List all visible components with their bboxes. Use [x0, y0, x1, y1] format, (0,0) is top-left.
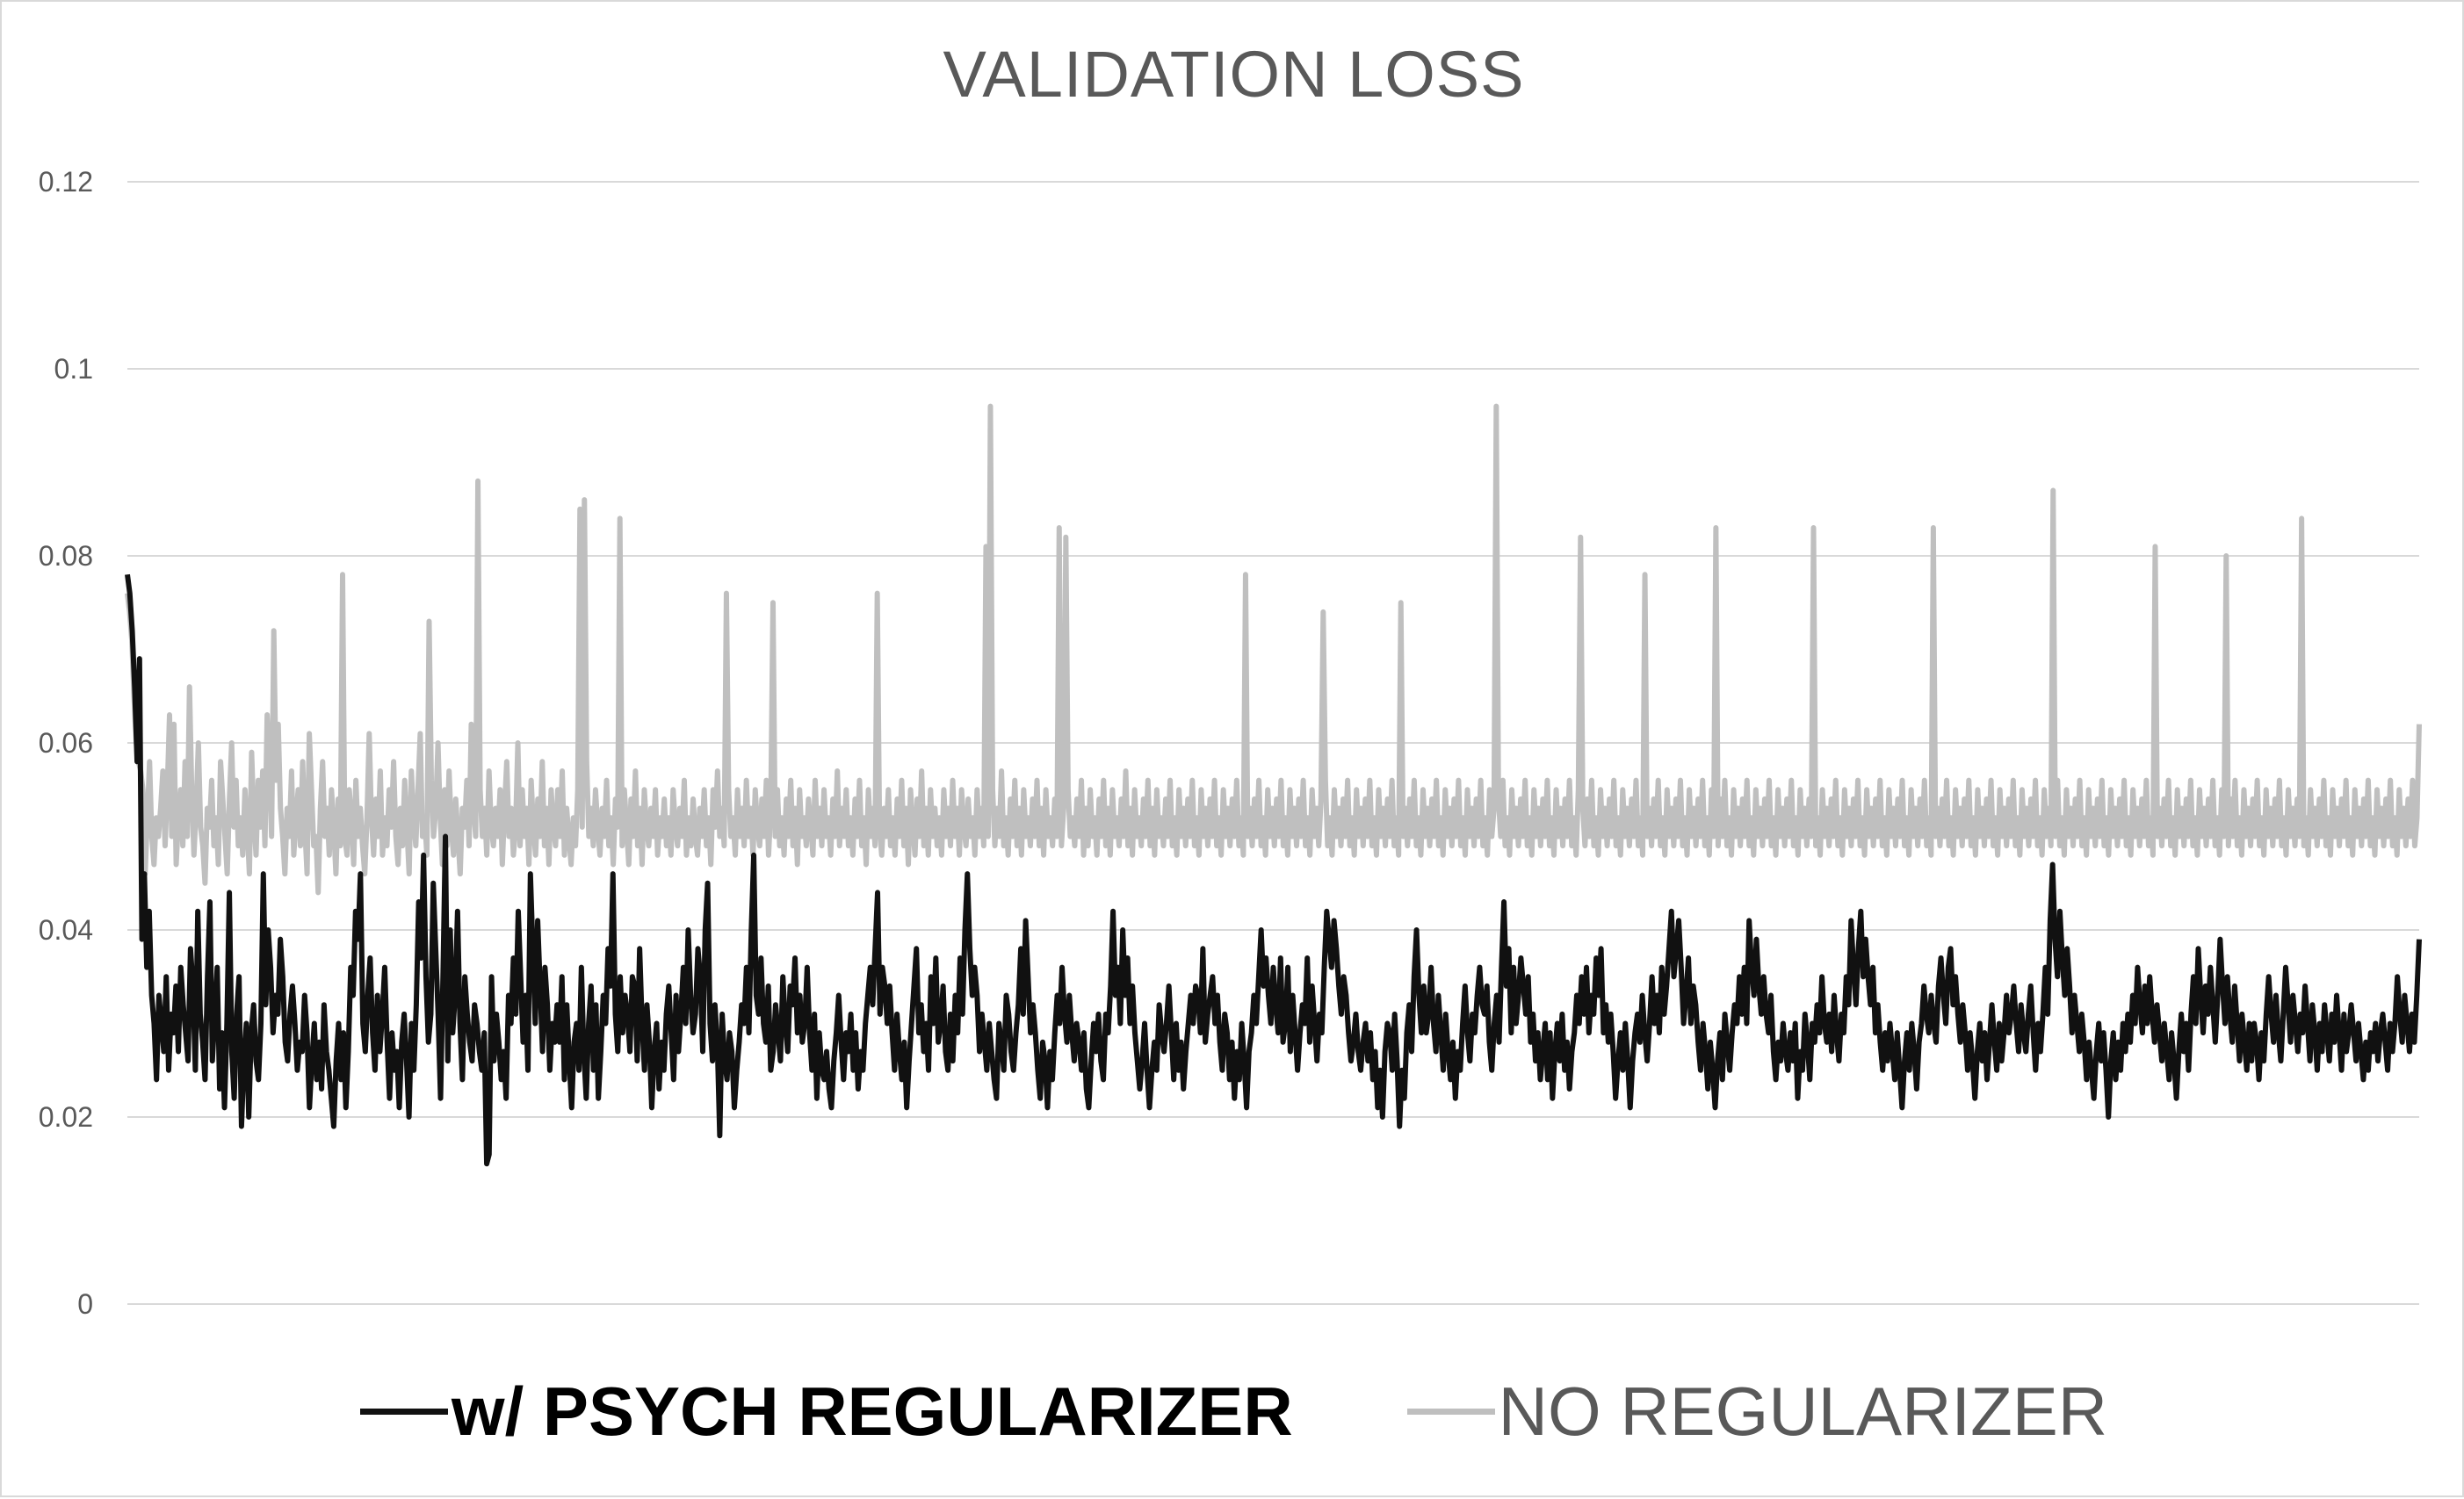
- legend-label-no-regularizer: NO REGULARIZER: [1498, 1372, 2108, 1450]
- legend-entry-no-regularizer[interactable]: NO REGULARIZER: [1406, 1372, 2108, 1452]
- y-tick-label-2: 0.04: [39, 914, 93, 946]
- y-tick-label-0: 0: [77, 1288, 93, 1320]
- legend-swatch-no-regularizer: [1406, 1408, 1495, 1415]
- legend-swatch-psych-regularizer: [359, 1408, 448, 1415]
- y-tick-labels: 0 0.02 0.04 0.06 0.08 0.1 0.12: [39, 166, 93, 1320]
- y-tick-label-3: 0.06: [39, 727, 93, 759]
- legend-label-psych-regularizer: w/ PSYCH REGULARIZER: [451, 1372, 1293, 1450]
- y-tick-label-6: 0.12: [39, 166, 93, 198]
- legend: w/ PSYCH REGULARIZER NO REGULARIZER: [2, 1363, 2464, 1459]
- series-line-psych-regularizer: [125, 573, 2422, 1167]
- y-tick-label-5: 0.1: [54, 353, 93, 385]
- series-lines: [125, 403, 2422, 1167]
- y-tick-label-4: 0.08: [39, 540, 93, 572]
- gridlines: [127, 181, 2419, 1305]
- series-line-no-regularizer: [125, 403, 2422, 896]
- chart-title: VALIDATION LOSS: [943, 38, 1525, 111]
- y-tick-label-1: 0.02: [39, 1101, 93, 1133]
- legend-entry-psych-regularizer[interactable]: w/ PSYCH REGULARIZER: [359, 1372, 1293, 1452]
